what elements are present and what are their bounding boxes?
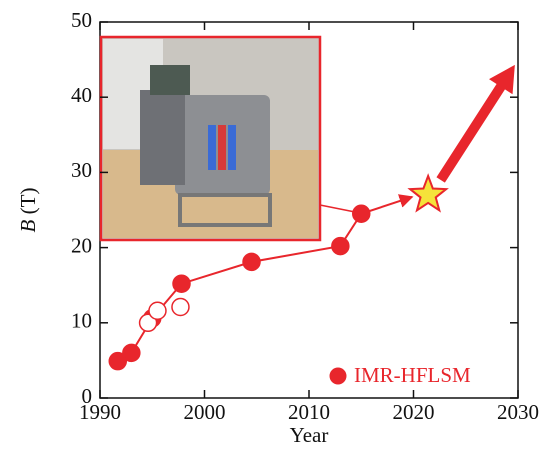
y-tick-label: 20 [71, 233, 92, 257]
data-point [332, 238, 349, 255]
x-tick-label: 2010 [288, 400, 330, 424]
y-tick-label: 40 [71, 83, 92, 107]
projection-star [410, 176, 446, 210]
y-label-symbol: B [16, 219, 40, 232]
y-tick-label: 0 [82, 384, 93, 408]
y-tick-label: 10 [71, 309, 92, 333]
y-tick-label: 50 [71, 8, 92, 32]
legend-marker [330, 368, 347, 385]
open-data-point [149, 302, 166, 319]
data-point [173, 275, 190, 292]
x-tick-label: 2020 [393, 400, 435, 424]
x-axis-label: Year [290, 423, 329, 447]
x-tick-label: 2000 [184, 400, 226, 424]
legend-label: IMR-HFLSM [354, 363, 471, 387]
trend-arrow [436, 65, 514, 183]
data-point [353, 205, 370, 222]
data-point [243, 253, 260, 270]
x-tick-label: 2030 [497, 400, 539, 424]
y-axis-label: B (T) [16, 188, 40, 233]
data-point [123, 344, 140, 361]
photo-inset [101, 37, 320, 240]
open-data-point [172, 299, 189, 316]
chart: Year B (T) 19902000201020202030010203040… [0, 0, 554, 448]
y-label-unit: (T) [16, 188, 40, 215]
y-tick-label: 30 [71, 158, 92, 182]
